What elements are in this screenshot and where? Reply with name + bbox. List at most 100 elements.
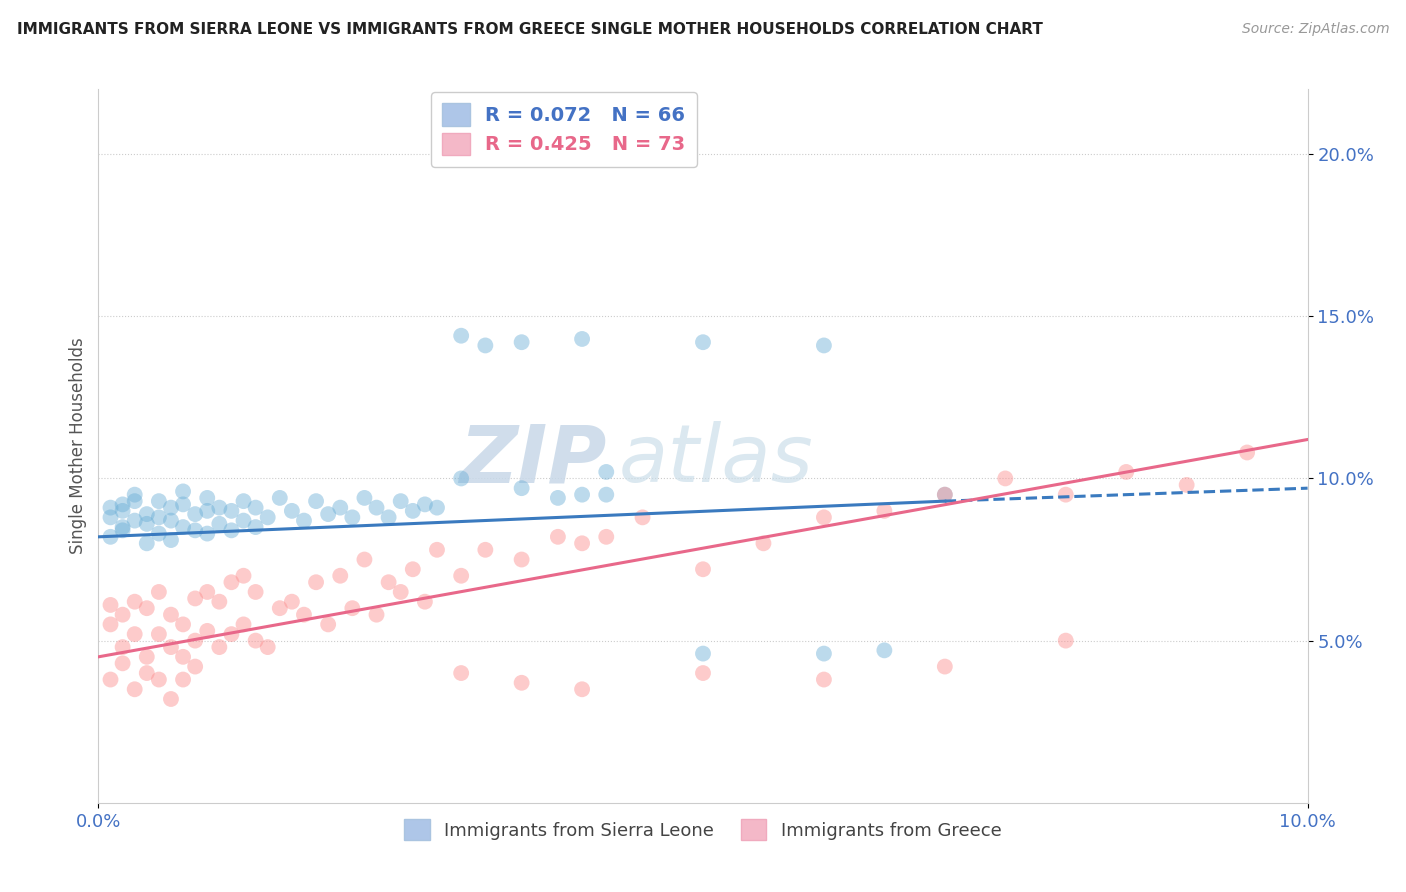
Point	[148, 585, 170, 599]
Text: IMMIGRANTS FROM SIERRA LEONE VS IMMIGRANTS FROM GREECE SINGLE MOTHER HOUSEHOLDS : IMMIGRANTS FROM SIERRA LEONE VS IMMIGRAN…	[17, 22, 1043, 37]
Point	[100, 617, 122, 632]
Point	[450, 328, 472, 343]
Point	[195, 624, 218, 638]
Point	[172, 484, 194, 499]
Point	[124, 514, 146, 528]
Point	[111, 504, 134, 518]
Point	[377, 510, 399, 524]
Point	[474, 542, 496, 557]
Point	[813, 510, 835, 524]
Point	[221, 575, 243, 590]
Point	[100, 598, 122, 612]
Point	[813, 338, 835, 352]
Point	[510, 675, 533, 690]
Point	[111, 607, 134, 622]
Point	[413, 497, 436, 511]
Point	[1175, 478, 1198, 492]
Point	[124, 627, 146, 641]
Point	[692, 335, 714, 350]
Point	[124, 682, 146, 697]
Point	[232, 494, 254, 508]
Point	[208, 595, 231, 609]
Point	[269, 491, 291, 505]
Point	[510, 335, 533, 350]
Point	[292, 607, 315, 622]
Point	[245, 585, 267, 599]
Point	[232, 568, 254, 582]
Point	[160, 500, 183, 515]
Point	[100, 510, 122, 524]
Point	[111, 497, 134, 511]
Text: atlas: atlas	[619, 421, 813, 500]
Point	[571, 488, 593, 502]
Point	[135, 516, 157, 531]
Point	[172, 520, 194, 534]
Point	[160, 640, 183, 654]
Point	[571, 682, 593, 697]
Point	[135, 507, 157, 521]
Point	[135, 601, 157, 615]
Point	[389, 494, 412, 508]
Point	[195, 526, 218, 541]
Point	[305, 494, 328, 508]
Point	[292, 514, 315, 528]
Point	[135, 666, 157, 681]
Point	[1236, 445, 1258, 459]
Point	[124, 494, 146, 508]
Point	[111, 640, 134, 654]
Text: ZIP: ZIP	[458, 421, 606, 500]
Point	[184, 591, 207, 606]
Point	[402, 562, 425, 576]
Point	[474, 338, 496, 352]
Point	[353, 491, 375, 505]
Point	[595, 488, 617, 502]
Point	[353, 552, 375, 566]
Point	[160, 533, 183, 547]
Point	[172, 673, 194, 687]
Point	[195, 585, 218, 599]
Point	[232, 617, 254, 632]
Point	[148, 627, 170, 641]
Point	[245, 500, 267, 515]
Point	[305, 575, 328, 590]
Point	[256, 640, 278, 654]
Point	[595, 530, 617, 544]
Point	[450, 666, 472, 681]
Point	[208, 516, 231, 531]
Point	[934, 659, 956, 673]
Point	[208, 500, 231, 515]
Point	[195, 504, 218, 518]
Point	[245, 520, 267, 534]
Point	[450, 568, 472, 582]
Point	[316, 617, 339, 632]
Point	[934, 488, 956, 502]
Point	[813, 647, 835, 661]
Point	[377, 575, 399, 590]
Point	[813, 673, 835, 687]
Point	[316, 507, 339, 521]
Point	[450, 471, 472, 485]
Point	[934, 488, 956, 502]
Point	[160, 607, 183, 622]
Point	[873, 643, 896, 657]
Point	[342, 601, 364, 615]
Point	[124, 595, 146, 609]
Point	[111, 520, 134, 534]
Point	[631, 510, 654, 524]
Point	[692, 562, 714, 576]
Point	[111, 657, 134, 671]
Legend: Immigrants from Sierra Leone, Immigrants from Greece: Immigrants from Sierra Leone, Immigrants…	[398, 812, 1008, 847]
Point	[329, 500, 352, 515]
Point	[124, 488, 146, 502]
Point	[100, 530, 122, 544]
Point	[256, 510, 278, 524]
Point	[111, 524, 134, 538]
Point	[342, 510, 364, 524]
Point	[232, 514, 254, 528]
Point	[510, 481, 533, 495]
Point	[148, 673, 170, 687]
Point	[1115, 465, 1137, 479]
Point	[148, 510, 170, 524]
Point	[413, 595, 436, 609]
Point	[389, 585, 412, 599]
